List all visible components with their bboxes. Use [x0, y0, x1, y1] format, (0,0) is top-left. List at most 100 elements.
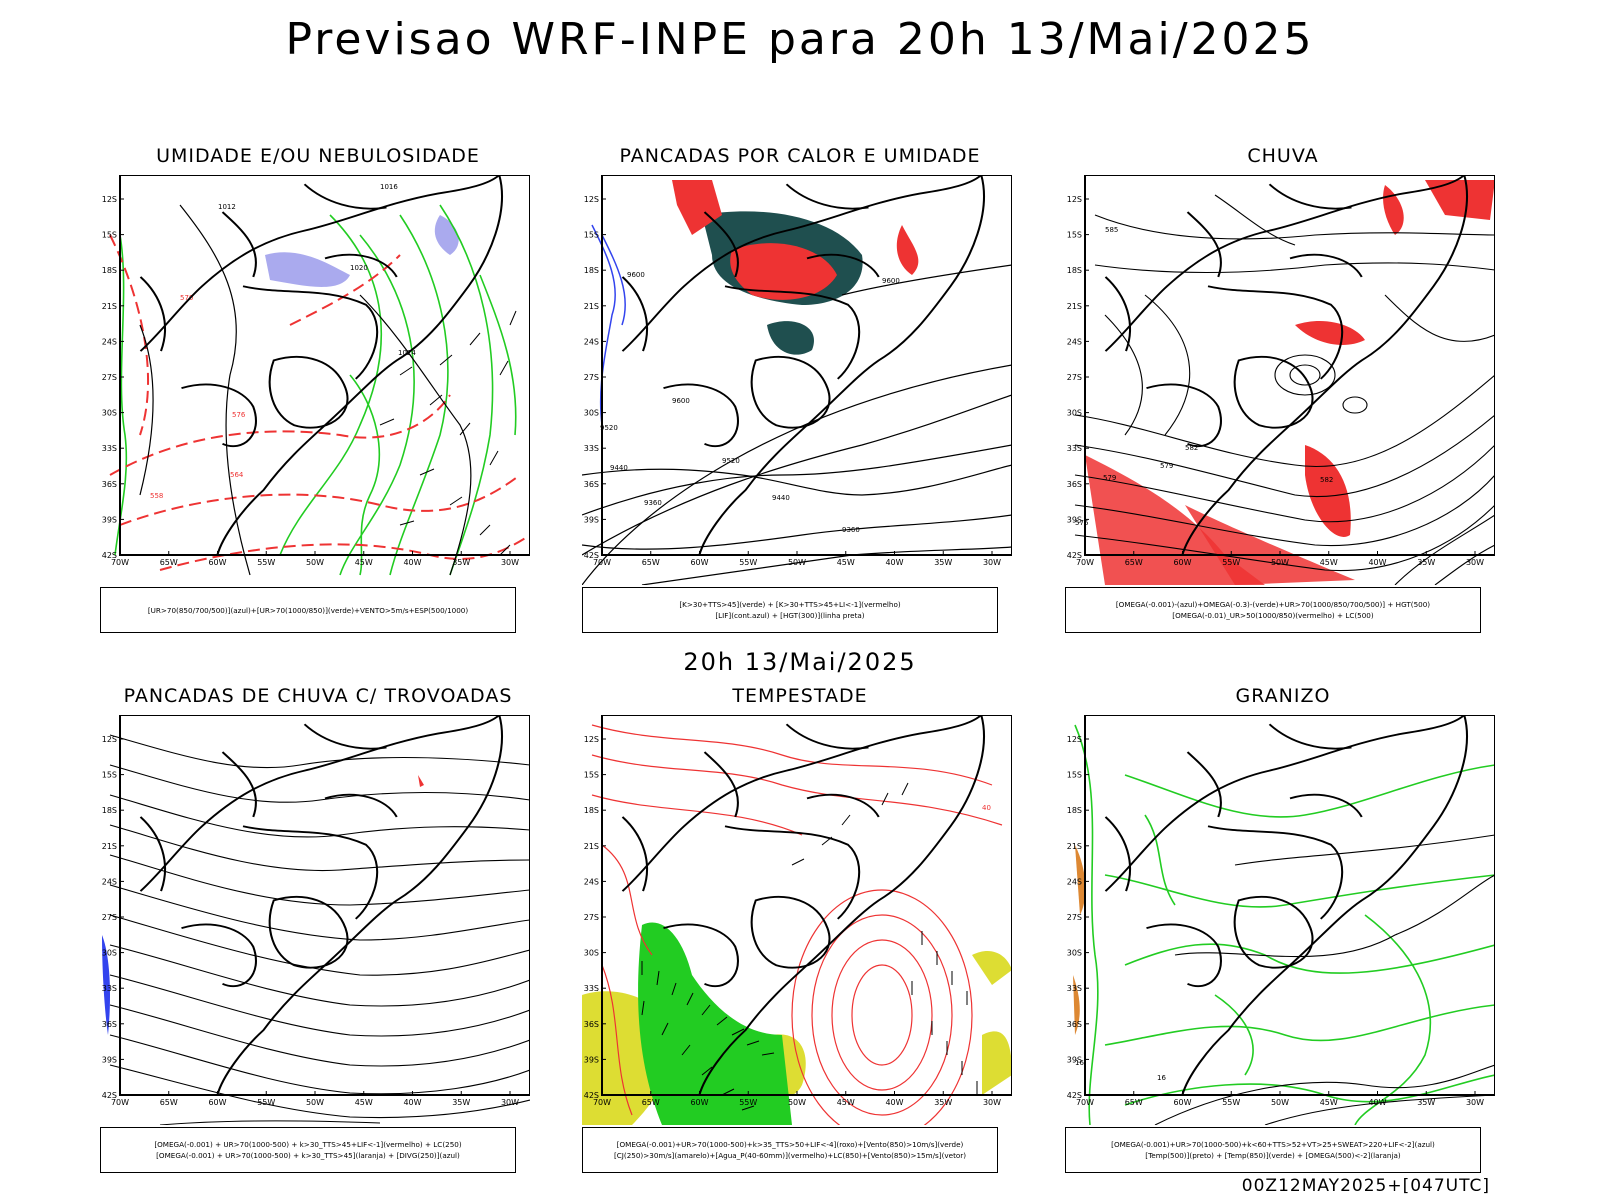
map-frame — [119, 715, 530, 1096]
lat-label: 27S — [1067, 913, 1082, 922]
legend-line: [OMEGA(-0.01)_UR>50(1000/850)(vermelho) … — [1172, 611, 1374, 620]
border-line — [139, 175, 500, 352]
border-line — [1233, 356, 1314, 429]
lon-label: 30W — [501, 558, 519, 567]
lat-label: 18S — [102, 806, 117, 815]
lat-label: 39S — [1067, 515, 1082, 524]
lon-label: 30W — [983, 1098, 1001, 1107]
contour-label: 582 — [1185, 444, 1198, 452]
lat-label: 18S — [1067, 266, 1082, 275]
border-line — [785, 723, 869, 750]
lat-label: 15S — [584, 231, 599, 240]
red-speck — [418, 775, 424, 787]
lon-label: 40W — [1368, 558, 1386, 567]
lon-label: 40W — [885, 1098, 903, 1107]
border-line — [698, 175, 985, 556]
legend-line: [OMEGA(-0.001)-(azul)+OMEGA(-0.3)-(verde… — [1115, 600, 1431, 609]
lat-label: 36S — [102, 1020, 117, 1029]
lon-label: 60W — [690, 1098, 708, 1107]
contour-label: 576 — [1075, 519, 1089, 527]
border-line — [221, 751, 257, 818]
lon-label: 55W — [257, 558, 275, 567]
lat-label: 39S — [1067, 1055, 1082, 1064]
legend-line: [CJ(250)>30m/s](amarelo)+[Agua_P(40-60mm… — [613, 1151, 967, 1160]
lon-label: 55W — [739, 558, 757, 567]
map-frame — [1084, 175, 1495, 556]
map-frame — [119, 175, 530, 556]
coastline-borders — [139, 175, 503, 556]
lon-label: 35W — [452, 558, 470, 567]
contour-label: 585 — [1105, 226, 1118, 234]
lon-label: 40W — [1368, 1098, 1386, 1107]
coastline-borders — [1104, 175, 1468, 556]
lat-label: 24S — [584, 877, 599, 886]
contour-label: 9600 — [627, 271, 645, 279]
panel-title: PANCADAS POR CALOR E UMIDADE — [619, 145, 981, 167]
lon-label: 55W — [257, 1098, 275, 1107]
lat-label: 18S — [102, 266, 117, 275]
lon-label: 65W — [1125, 1098, 1143, 1107]
lat-label: 24S — [1067, 877, 1082, 886]
lon-label: 70W — [1076, 1098, 1094, 1107]
lon-label: 60W — [1173, 558, 1191, 567]
lon-label: 60W — [690, 558, 708, 567]
lat-label: 21S — [584, 842, 599, 851]
lat-label: 30S — [584, 409, 599, 418]
contour-label: 570 — [180, 294, 193, 302]
legend-line: [K>30+TTS>45](verde) + [K>30+TTS>45+LI<-… — [679, 600, 901, 609]
green-contours — [114, 204, 517, 576]
border-line — [324, 793, 398, 818]
lat-label: 27S — [102, 373, 117, 382]
lon-label: 45W — [1320, 1098, 1338, 1107]
lat-label: 42S — [102, 1091, 117, 1100]
lon-label: 70W — [111, 1098, 129, 1107]
map-chuva: 585 582 582 579 579 576 12S 15S 18S 21S 24S 2… — [1067, 175, 1495, 585]
lat-label: 42S — [1067, 551, 1082, 560]
lat-label: 12S — [1067, 735, 1082, 744]
border-line — [1146, 383, 1222, 447]
contour-label: 1020 — [350, 264, 368, 272]
border-line — [1181, 715, 1468, 1096]
legend-line: [OMEGA(-0.001)+UR>70(1000-500)+k>35_TTS>… — [616, 1140, 964, 1149]
border-line — [1186, 211, 1222, 278]
border-line — [181, 923, 257, 987]
border-line — [663, 383, 739, 447]
lon-label: 50W — [1271, 1098, 1289, 1107]
lon-label: 65W — [1125, 558, 1143, 567]
contour-label: 16 — [1157, 1074, 1166, 1082]
lon-label: 55W — [739, 1098, 757, 1107]
border-line — [303, 183, 387, 210]
lon-label: 30W — [501, 1098, 519, 1107]
contour-label: 9440 — [610, 464, 628, 472]
black-isobars — [139, 204, 472, 576]
lon-label: 30W — [983, 558, 1001, 567]
border-line — [1207, 825, 1344, 920]
lat-label: 42S — [102, 551, 117, 560]
lat-label: 30S — [102, 409, 117, 418]
map-frame — [601, 715, 1012, 1096]
coastline-borders — [139, 715, 503, 1096]
contour-label: 1012 — [218, 203, 236, 211]
lat-label: 39S — [102, 515, 117, 524]
border-line — [621, 715, 982, 892]
map-frame — [601, 175, 1012, 556]
border-line — [268, 356, 349, 429]
panel-pancadas-calor: PANCADAS POR CALOR E UMIDADE 9600 960 — [570, 145, 1030, 640]
legend-line: [OMEGA(-0.001) + UR>70(1000-500) + k>30_… — [154, 1140, 462, 1149]
contour-label: 576 — [232, 411, 246, 419]
contour-label: 579 — [1160, 462, 1173, 470]
lat-label: 42S — [584, 551, 599, 560]
lat-label: 36S — [102, 480, 117, 489]
lat-label: 18S — [584, 806, 599, 815]
lat-label: 12S — [1067, 195, 1082, 204]
lon-label: 65W — [160, 558, 178, 567]
lon-label: 40W — [885, 558, 903, 567]
lon-label: 65W — [160, 1098, 178, 1107]
lon-label: 60W — [208, 1098, 226, 1107]
legend-line: [Temp(500)](preto) + [Temp(850)](verde) … — [1145, 1151, 1401, 1160]
contour-label: 564 — [230, 471, 244, 479]
